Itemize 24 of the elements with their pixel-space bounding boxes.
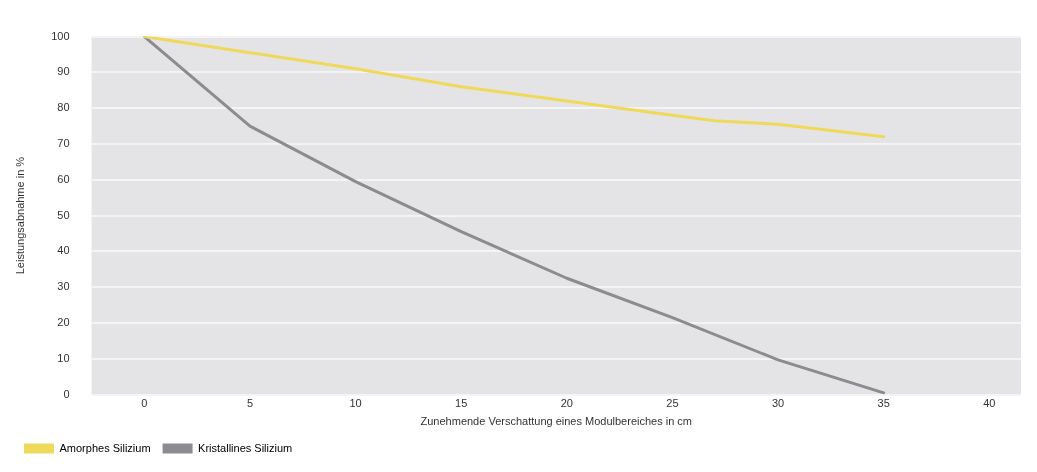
y-tick-label: 60: [57, 172, 70, 185]
x-tick-label: 20: [560, 397, 573, 410]
y-tick-label: 50: [57, 208, 70, 221]
y-tick-label: 10: [57, 351, 70, 364]
y-tick-label: 40: [57, 244, 70, 257]
y-tick-label: 100: [51, 29, 70, 42]
y-axis-title: Leistungsabnahme in %: [13, 156, 26, 275]
y-tick-label: 20: [57, 316, 70, 329]
y-tick-label: 80: [57, 101, 70, 114]
x-tick-label: 10: [349, 397, 362, 410]
y-tick-label: 30: [57, 280, 70, 293]
x-tick-label: 0: [141, 397, 148, 410]
x-tick-label: 25: [666, 397, 679, 410]
y-tick-label: 90: [57, 65, 70, 78]
y-tick-label: 0: [63, 387, 70, 400]
y-tick-label: 70: [57, 137, 70, 150]
x-tick-label: 5: [246, 397, 254, 410]
x-tick-label: 40: [983, 397, 996, 410]
x-tick-label: 35: [877, 397, 890, 410]
x-tick-label: 15: [455, 397, 468, 410]
x-tick-label: 30: [771, 397, 785, 410]
legend-label: Kristallines Silizium: [198, 441, 293, 454]
x-axis-title: Zunehmende Verschattung eines Modulbereiches in cm: [420, 415, 693, 428]
legend-label: Amorphes Silizium: [59, 441, 151, 454]
